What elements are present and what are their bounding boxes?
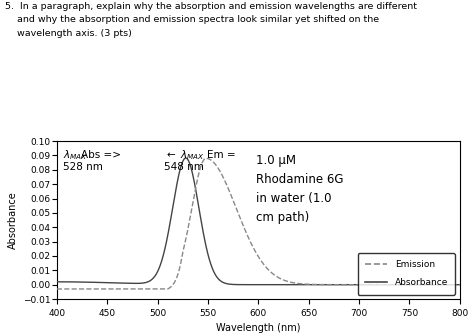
Text: Em =: Em = (207, 151, 236, 161)
Text: $\lambda_{MAX}$: $\lambda_{MAX}$ (63, 149, 88, 162)
Text: wavelength axis. (3 pts): wavelength axis. (3 pts) (5, 29, 132, 38)
Text: $\leftarrow$ $\lambda_{MAX}$: $\leftarrow$ $\lambda_{MAX}$ (164, 149, 204, 162)
Text: Abs =>: Abs => (81, 151, 121, 161)
Text: 5.  In a paragraph, explain why the absorption and emission wavelengths are diff: 5. In a paragraph, explain why the absor… (5, 2, 417, 11)
Y-axis label: Absorbance: Absorbance (8, 191, 18, 249)
Text: 528 nm: 528 nm (63, 162, 103, 172)
Legend: Emission, Absorbance: Emission, Absorbance (358, 253, 455, 295)
Text: 548 nm: 548 nm (164, 162, 203, 172)
Text: and why the absorption and emission spectra look similar yet shifted on the: and why the absorption and emission spec… (5, 15, 379, 24)
Text: 1.0 μM
Rhodamine 6G
in water (1.0
cm path): 1.0 μM Rhodamine 6G in water (1.0 cm pat… (256, 154, 344, 224)
X-axis label: Wavelength (nm): Wavelength (nm) (216, 323, 301, 333)
